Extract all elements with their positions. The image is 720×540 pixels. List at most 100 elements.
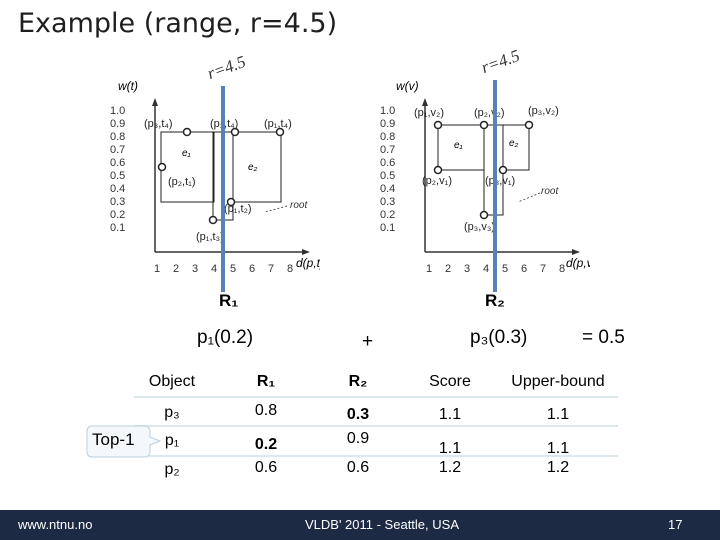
- right-xtick: 5: [502, 263, 508, 275]
- right-ytick: 1.0: [380, 105, 395, 117]
- footer-bar: [0, 510, 720, 540]
- top1-callout-label: Top-1: [92, 430, 135, 449]
- left-range-marker: [221, 86, 225, 292]
- left-point-label: (p₁,t₃): [196, 231, 224, 243]
- left-ytick: 0.1: [110, 222, 125, 234]
- left-xtick: 6: [249, 263, 255, 275]
- left-ytick: 1.0: [110, 105, 125, 117]
- term-p3: p₃(0.3): [470, 327, 528, 348]
- left-xtick: 2: [173, 263, 179, 275]
- equals-result: = 0.5: [582, 327, 625, 348]
- region-r2-label: R₂: [485, 291, 505, 310]
- right-xtick: 4: [483, 263, 489, 275]
- table-cell-r1: 0.6: [254, 459, 278, 476]
- table-cell-upper-bound: 1.1: [546, 406, 570, 423]
- table-cell-score: 1.1: [438, 406, 462, 423]
- table-cell-r1: 0.2: [254, 436, 278, 453]
- right-ylabel: w(v): [396, 79, 419, 93]
- table-cell-object: p₂: [164, 461, 180, 478]
- region-r1-label: R₁: [219, 291, 239, 310]
- left-xtick: 1: [154, 263, 160, 275]
- table-row-separator: [134, 396, 618, 398]
- right-point: [479, 210, 489, 220]
- table-row-separator: [134, 455, 618, 457]
- right-point-label: (p₂,v₂): [474, 107, 505, 119]
- table-header-r1: R₁: [256, 373, 276, 390]
- right-xtick: 1: [426, 263, 432, 275]
- left-ytick: 0.4: [110, 183, 125, 195]
- table-cell-upper-bound: 1.2: [546, 459, 570, 476]
- table-cell-upper-bound: 1.1: [546, 440, 570, 457]
- left-ytick: 0.2: [110, 209, 125, 221]
- right-plot: w(v) d(p,v) 1.0 0.9 0.8 0.7 0.6 0.5 0.4 …: [380, 79, 590, 275]
- footer-url: www.ntnu.no: [18, 517, 93, 532]
- right-ytick: 0.8: [380, 131, 395, 143]
- left-point-label: (p₂,t₁): [168, 176, 196, 188]
- right-ytick: 0.5: [380, 170, 395, 182]
- right-e1-label: e₁: [454, 140, 463, 151]
- table-header-object: Object: [148, 373, 196, 390]
- table-row-separator: [134, 425, 618, 427]
- right-point: [498, 165, 508, 175]
- right-range-marker: [493, 80, 497, 292]
- table-header-r2: R₂: [348, 373, 368, 390]
- left-point-label: (p₁,t₂): [224, 203, 252, 215]
- left-ytick: 0.8: [110, 131, 125, 143]
- left-e2-label: e₂: [248, 162, 258, 173]
- left-xtick: 3: [192, 263, 198, 275]
- table-header-score: Score: [429, 373, 471, 390]
- left-e1-label: e₁: [182, 148, 191, 159]
- table-cell-r2: 0.3: [346, 406, 370, 423]
- left-point: [275, 127, 285, 137]
- right-xtick: 3: [464, 263, 470, 275]
- left-box-e1: [160, 131, 215, 203]
- right-point-label: (p₃,v₂): [528, 105, 559, 117]
- right-xlabel: d(p,v): [566, 256, 590, 270]
- table-cell-r1: 0.8: [254, 402, 278, 419]
- right-point-label: (p₃,v₃): [464, 221, 495, 233]
- left-ytick: 0.6: [110, 157, 125, 169]
- right-point: [524, 120, 534, 130]
- table-cell-object: p₃: [164, 404, 180, 421]
- right-ytick: 0.6: [380, 157, 395, 169]
- right-ytick: 0.4: [380, 183, 395, 195]
- right-point: [479, 120, 489, 130]
- left-ytick: 0.9: [110, 118, 125, 130]
- table-cell-score: 1.2: [438, 459, 462, 476]
- right-ytick: 0.9: [380, 118, 395, 130]
- left-ytick: 0.5: [110, 170, 125, 182]
- left-root-label: root: [290, 200, 308, 211]
- left-xlabel: d(p,t): [296, 256, 320, 270]
- left-point: [208, 215, 218, 225]
- right-point: [433, 120, 443, 130]
- right-point-label: (p₂,v₁): [422, 175, 452, 187]
- table-header-upper-bound: Upper-bound: [511, 373, 605, 390]
- left-point: [226, 197, 236, 207]
- right-ytick: 0.2: [380, 209, 395, 221]
- table-cell-r2: 0.9: [346, 430, 370, 447]
- left-point: [157, 162, 167, 172]
- left-xtick: 7: [268, 263, 274, 275]
- table-cell-score: 1.1: [438, 440, 462, 457]
- right-ytick: 0.7: [380, 144, 395, 156]
- left-xtick: 8: [287, 263, 293, 275]
- left-xtick: 4: [211, 263, 217, 275]
- right-point-label: (p₁,v₂): [414, 107, 444, 119]
- left-ytick: 0.7: [110, 144, 125, 156]
- table-cell-r2: 0.6: [346, 459, 370, 476]
- right-xtick: 2: [445, 263, 451, 275]
- left-point: [230, 127, 240, 137]
- left-ylabel: w(t): [118, 79, 138, 93]
- right-ytick: 0.3: [380, 196, 395, 208]
- left-ytick: 0.3: [110, 196, 125, 208]
- top1-callout-shape: [86, 425, 161, 458]
- table-cell-object: p₁: [164, 432, 180, 449]
- page-number: 17: [668, 517, 683, 532]
- right-xtick: 7: [540, 263, 546, 275]
- left-point: [182, 127, 192, 137]
- right-xtick: 6: [521, 263, 527, 275]
- right-e2-label: e₂: [509, 138, 519, 149]
- term-p1: p₁(0.2): [197, 327, 254, 348]
- right-ytick: 0.1: [380, 222, 395, 234]
- left-plot: w(t) d(p,t) 1.0 0.9 0.8 0.7 0.6 0.5 0.4 …: [110, 79, 320, 275]
